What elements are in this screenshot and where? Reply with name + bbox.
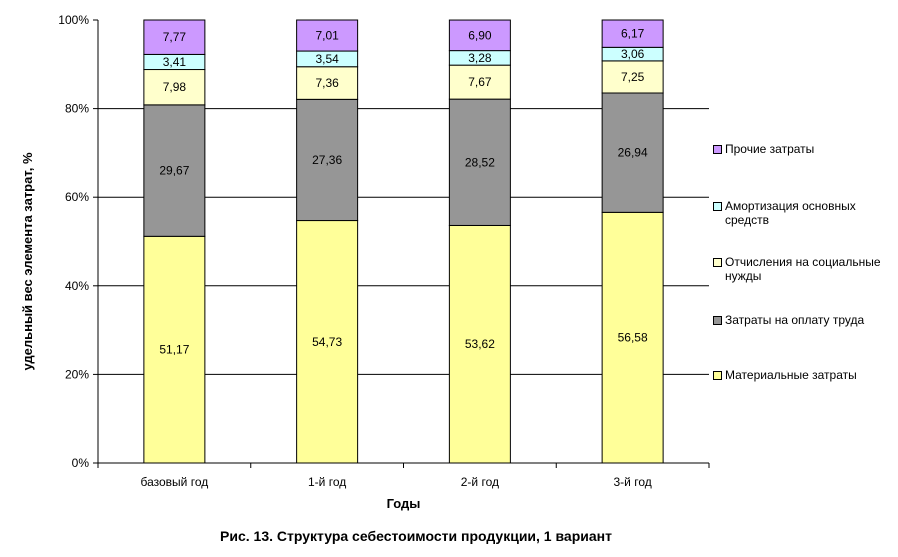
data-label: 56,58: [618, 331, 648, 345]
x-tick-label: базовый год: [141, 475, 209, 489]
y-tick-label: 100%: [58, 13, 89, 27]
data-label: 54,73: [312, 335, 342, 349]
legend-item: Прочие затраты: [713, 142, 895, 156]
data-label: 6,17: [621, 27, 645, 41]
legend-label: Затраты на оплату труда: [725, 313, 865, 327]
legend-swatch: [713, 145, 722, 154]
bar-segment: [296, 220, 359, 464]
bar-segment: [296, 98, 359, 222]
legend-swatch: [713, 202, 722, 211]
bar-segment: [143, 19, 206, 55]
bar-segment: [601, 19, 664, 48]
bar-segment: [601, 211, 664, 464]
legend-swatch: [713, 371, 722, 380]
legend-label: Амортизация основных средств: [725, 199, 856, 227]
data-label: 7,67: [468, 75, 492, 89]
legend-item: Амортизация основных средств: [713, 199, 895, 227]
data-label: 7,36: [315, 76, 339, 90]
data-label: 53,62: [465, 337, 495, 351]
data-label: 26,94: [618, 146, 648, 160]
bar-segment: [143, 104, 206, 237]
legend-item: Материальные затраты: [713, 368, 895, 382]
y-tick-label: 20%: [65, 367, 89, 381]
data-label: 7,01: [315, 29, 339, 43]
data-label: 3,41: [163, 55, 187, 69]
legend-item: Затраты на оплату труда: [713, 313, 895, 327]
legend-label: Материальные затраты: [725, 368, 857, 382]
x-tick-label: 1-й год: [308, 475, 346, 489]
legend-label: Отчисления на социальные нужды: [725, 255, 881, 283]
data-label: 51,17: [159, 343, 189, 357]
data-label: 28,52: [465, 155, 495, 169]
data-label: 3,06: [621, 47, 645, 61]
y-tick-label: 40%: [65, 279, 89, 293]
figure-caption: Рис. 13. Структура себестоимости продукц…: [220, 528, 612, 544]
x-tick-label: 2-й год: [461, 475, 499, 489]
legend-swatch: [713, 316, 722, 325]
bar-segment: [448, 64, 511, 100]
bar-segment: [448, 224, 511, 464]
legend-label: Прочие затраты: [725, 142, 815, 156]
bar-segment: [296, 19, 359, 52]
data-label: 3,54: [315, 52, 339, 66]
y-axis-title: удельный вес элемента затрат, %: [20, 152, 35, 370]
data-label: 27,36: [312, 153, 342, 167]
data-label: 3,28: [468, 51, 492, 65]
bar-segment: [143, 69, 206, 106]
y-tick-label: 60%: [65, 190, 89, 204]
x-axis-title: Годы: [387, 496, 421, 511]
y-tick-label: 80%: [65, 102, 89, 116]
bar-segment: [143, 235, 206, 464]
x-tick-label: 3-й год: [614, 475, 652, 489]
bar-segment: [601, 92, 664, 213]
bar-segment: [448, 98, 511, 226]
bar-segment: [448, 19, 511, 52]
data-label: 7,77: [163, 30, 187, 44]
data-label: 7,98: [163, 80, 187, 94]
bar-segment: [296, 66, 359, 100]
data-label: 29,67: [159, 164, 189, 178]
data-label: 7,25: [621, 70, 645, 84]
data-label: 6,90: [468, 28, 492, 42]
y-tick-label: 0%: [72, 456, 90, 470]
legend-swatch: [713, 258, 722, 267]
legend-item: Отчисления на социальные нужды: [713, 255, 895, 283]
